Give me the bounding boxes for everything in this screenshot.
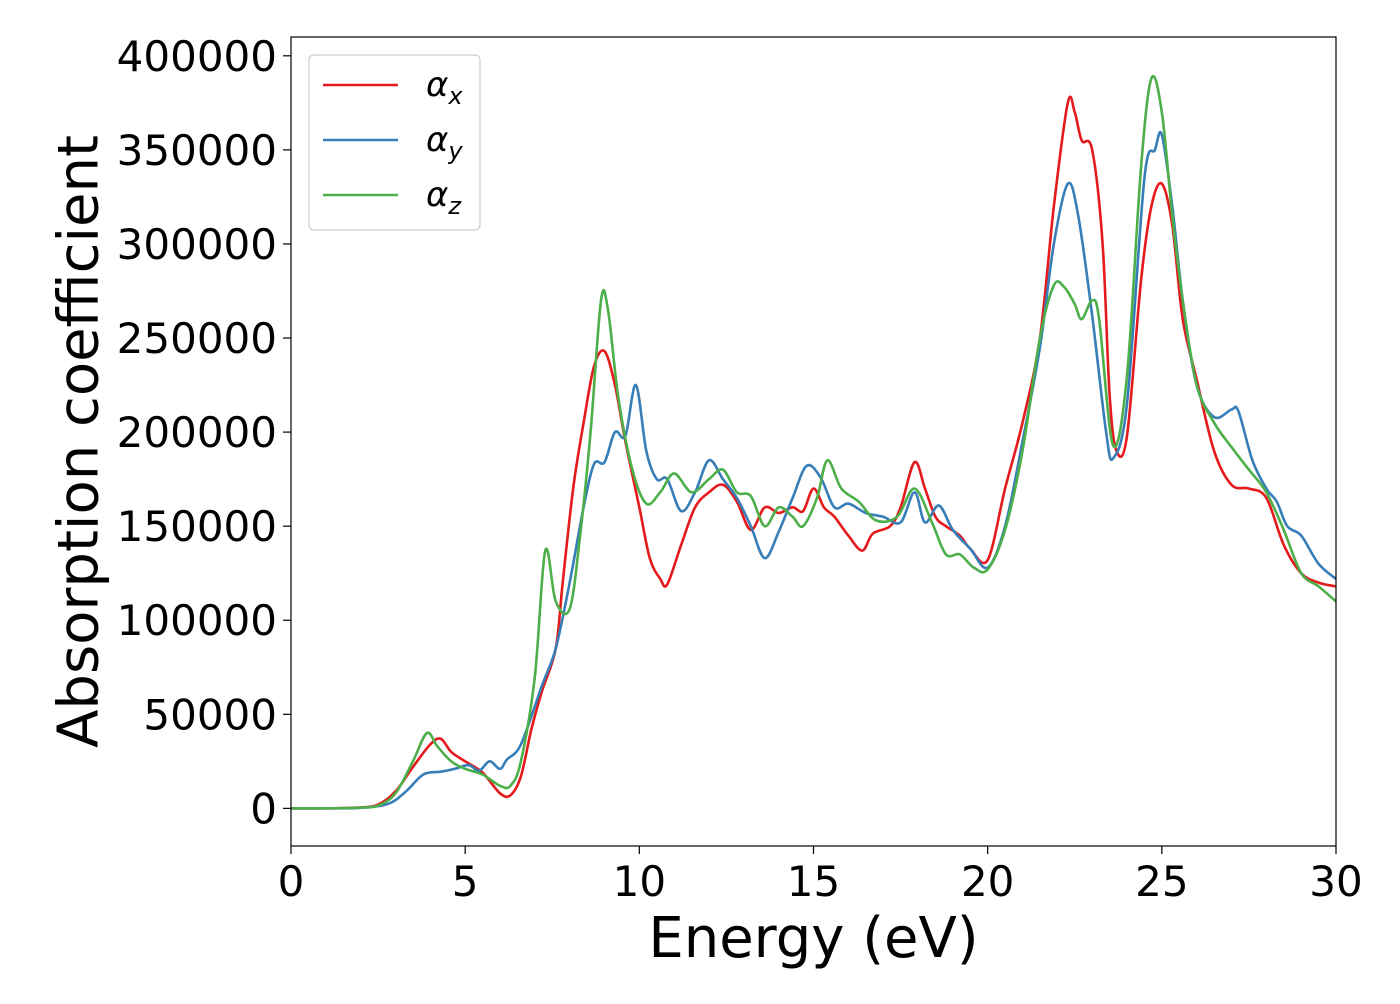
y-axis: 0 50000 100000 150000 200000 250000 300000 3500… [117,32,291,833]
x-tick-label: 0 [278,857,305,906]
x-axis: 0 5 10 15 20 25 30 [278,846,1363,906]
x-tick-label: 15 [787,857,840,906]
y-tick-label: 100000 [117,596,277,645]
y-tick-label: 0 [250,784,277,833]
legend-box [308,54,481,231]
series-line-z [291,74,1336,810]
y-tick-label: 300000 [117,220,277,269]
legend: αx αy αz [308,54,481,231]
x-tick-label: 30 [1309,857,1362,906]
x-axis-title: Energy (eV) [648,906,978,971]
legend-label-y: αy [426,120,463,165]
y-axis-title: Absorption coefficient [47,135,112,748]
legend-label-x: αx [426,65,463,110]
legend-label-z: αz [426,175,462,220]
x-tick-label: 20 [961,857,1014,906]
series-layer [291,74,1336,810]
y-tick-label: 150000 [117,502,277,551]
x-tick-label: 5 [452,857,479,906]
x-tick-label: 25 [1135,857,1188,906]
series-line-x [291,95,1336,810]
y-tick-label: 400000 [117,32,277,81]
series-line-y [291,130,1336,810]
y-tick-label: 200000 [117,408,277,457]
x-tick-label: 10 [613,857,666,906]
y-tick-label: 250000 [117,314,277,363]
y-tick-label: 350000 [117,126,277,175]
y-tick-label: 50000 [143,690,277,739]
